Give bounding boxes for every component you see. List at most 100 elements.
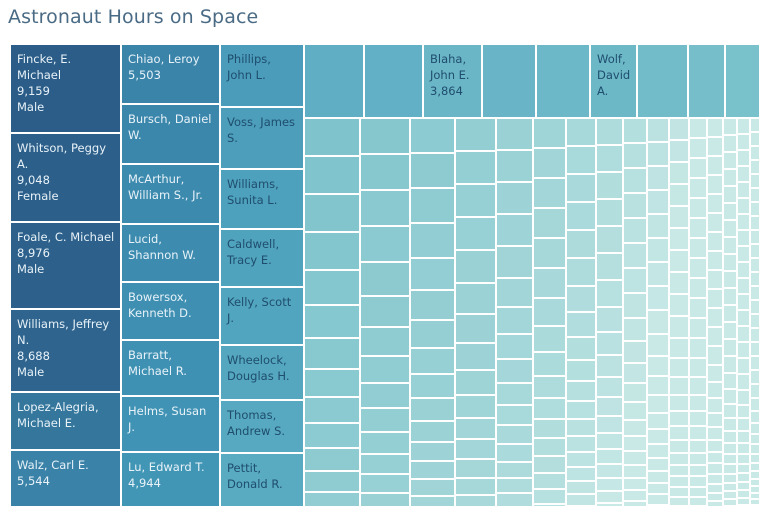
treemap-cell[interactable] — [689, 118, 707, 138]
treemap-cell[interactable] — [723, 135, 737, 152]
treemap-cell[interactable] — [689, 338, 707, 358]
treemap-cell[interactable] — [455, 250, 496, 283]
treemap-cell[interactable] — [533, 118, 566, 148]
treemap-cell[interactable] — [304, 397, 360, 423]
treemap-cell[interactable] — [750, 370, 760, 384]
treemap-cell[interactable] — [533, 376, 566, 398]
treemap-cell[interactable] — [566, 381, 596, 401]
treemap-cell[interactable] — [304, 270, 360, 305]
treemap-cell[interactable] — [304, 194, 360, 232]
treemap-cell[interactable] — [647, 444, 669, 458]
treemap-cell[interactable] — [723, 322, 737, 339]
treemap-cell[interactable] — [750, 463, 760, 471]
treemap-cell[interactable] — [689, 198, 707, 218]
treemap-cell[interactable] — [566, 452, 596, 467]
treemap-cell[interactable] — [596, 464, 623, 478]
treemap-cell[interactable] — [596, 449, 623, 464]
treemap-cell[interactable] — [566, 494, 596, 506]
treemap-cell[interactable] — [737, 454, 750, 464]
treemap-cell[interactable]: Williams, Jeffrey N. 8,688 Male — [10, 309, 121, 392]
treemap-cell[interactable] — [723, 454, 737, 464]
treemap-cell[interactable] — [707, 452, 723, 463]
treemap-cell[interactable] — [496, 493, 533, 507]
treemap-cell[interactable] — [533, 489, 566, 504]
treemap-cell[interactable] — [533, 438, 566, 456]
treemap-cell[interactable]: Lu, Edward T. 4,944 — [121, 452, 220, 507]
treemap-cell[interactable] — [566, 467, 596, 481]
treemap-cell[interactable] — [647, 458, 669, 471]
treemap-cell[interactable] — [750, 146, 760, 160]
treemap-cell[interactable] — [360, 493, 410, 507]
treemap-cell[interactable] — [647, 483, 669, 494]
treemap-cell[interactable] — [496, 478, 533, 493]
treemap-cell[interactable] — [723, 339, 737, 356]
treemap-cell[interactable] — [623, 490, 647, 501]
treemap-cell[interactable] — [750, 188, 760, 202]
treemap-cell[interactable] — [737, 473, 750, 482]
treemap-cell[interactable] — [496, 462, 533, 478]
treemap-cell[interactable] — [533, 504, 566, 507]
treemap-cell[interactable] — [689, 218, 707, 238]
treemap-cell[interactable] — [669, 118, 689, 140]
treemap-cell[interactable] — [623, 363, 647, 383]
treemap-cell[interactable]: Walz, Carl E. 5,544 — [10, 450, 121, 507]
treemap-cell[interactable] — [647, 262, 669, 286]
treemap-cell[interactable] — [689, 278, 707, 298]
treemap-cell[interactable] — [304, 492, 360, 507]
treemap-cell[interactable] — [496, 359, 533, 383]
treemap-cell[interactable] — [410, 496, 455, 507]
treemap-cell[interactable] — [750, 444, 760, 454]
treemap-cell[interactable] — [623, 168, 647, 193]
treemap-cell[interactable] — [750, 216, 760, 230]
treemap-cell[interactable] — [689, 158, 707, 178]
treemap-cell[interactable] — [566, 419, 596, 436]
treemap-cell[interactable] — [707, 493, 723, 501]
treemap-cell[interactable]: Williams, Sunita L. — [220, 169, 304, 229]
treemap-cell[interactable] — [304, 448, 360, 471]
treemap-cell[interactable] — [707, 137, 723, 156]
treemap-cell[interactable] — [647, 376, 669, 395]
treemap-cell[interactable] — [647, 413, 669, 429]
treemap-cell[interactable] — [707, 289, 723, 308]
treemap-cell[interactable] — [496, 150, 533, 182]
treemap-cell[interactable] — [689, 318, 707, 338]
treemap-cell[interactable] — [566, 202, 596, 230]
treemap-cell[interactable] — [623, 436, 647, 451]
treemap-cell[interactable] — [410, 479, 455, 496]
treemap-cell[interactable] — [689, 238, 707, 258]
treemap-cell[interactable] — [689, 497, 707, 506]
treemap-cell[interactable] — [455, 370, 496, 395]
treemap-cell[interactable] — [707, 118, 723, 137]
treemap-cell[interactable] — [647, 286, 669, 310]
treemap-cell[interactable] — [723, 356, 737, 373]
treemap-cell[interactable] — [750, 499, 760, 505]
treemap-cell[interactable] — [707, 484, 723, 493]
treemap-cell[interactable] — [410, 223, 455, 258]
treemap-cell[interactable] — [623, 243, 647, 268]
treemap-cell[interactable] — [723, 483, 737, 491]
treemap-cell[interactable] — [623, 420, 647, 436]
treemap-cell[interactable] — [410, 290, 455, 320]
treemap-cell[interactable] — [737, 405, 750, 418]
treemap-cell[interactable] — [304, 369, 360, 397]
treemap-cell[interactable] — [304, 471, 360, 492]
treemap-cell[interactable]: Blaha, John E. 3,864 — [423, 44, 482, 118]
treemap-cell[interactable] — [566, 118, 596, 146]
treemap-cell[interactable] — [737, 431, 750, 443]
treemap-cell[interactable] — [737, 166, 750, 182]
treemap-cell[interactable] — [496, 334, 533, 359]
treemap-cell[interactable] — [596, 332, 623, 355]
treemap-cell[interactable] — [723, 474, 737, 483]
treemap-cell[interactable] — [750, 342, 760, 356]
treemap-cell[interactable] — [689, 453, 707, 465]
treemap-cell[interactable] — [737, 182, 750, 198]
treemap-cell[interactable] — [750, 328, 760, 342]
treemap-cell[interactable] — [707, 427, 723, 440]
treemap-cell[interactable] — [360, 454, 410, 474]
treemap-cell[interactable] — [647, 310, 669, 334]
treemap-cell[interactable] — [623, 218, 647, 243]
treemap-cell[interactable] — [707, 413, 723, 427]
treemap-cell[interactable] — [750, 314, 760, 328]
treemap-cell[interactable] — [723, 373, 737, 389]
treemap-cell[interactable] — [689, 465, 707, 476]
